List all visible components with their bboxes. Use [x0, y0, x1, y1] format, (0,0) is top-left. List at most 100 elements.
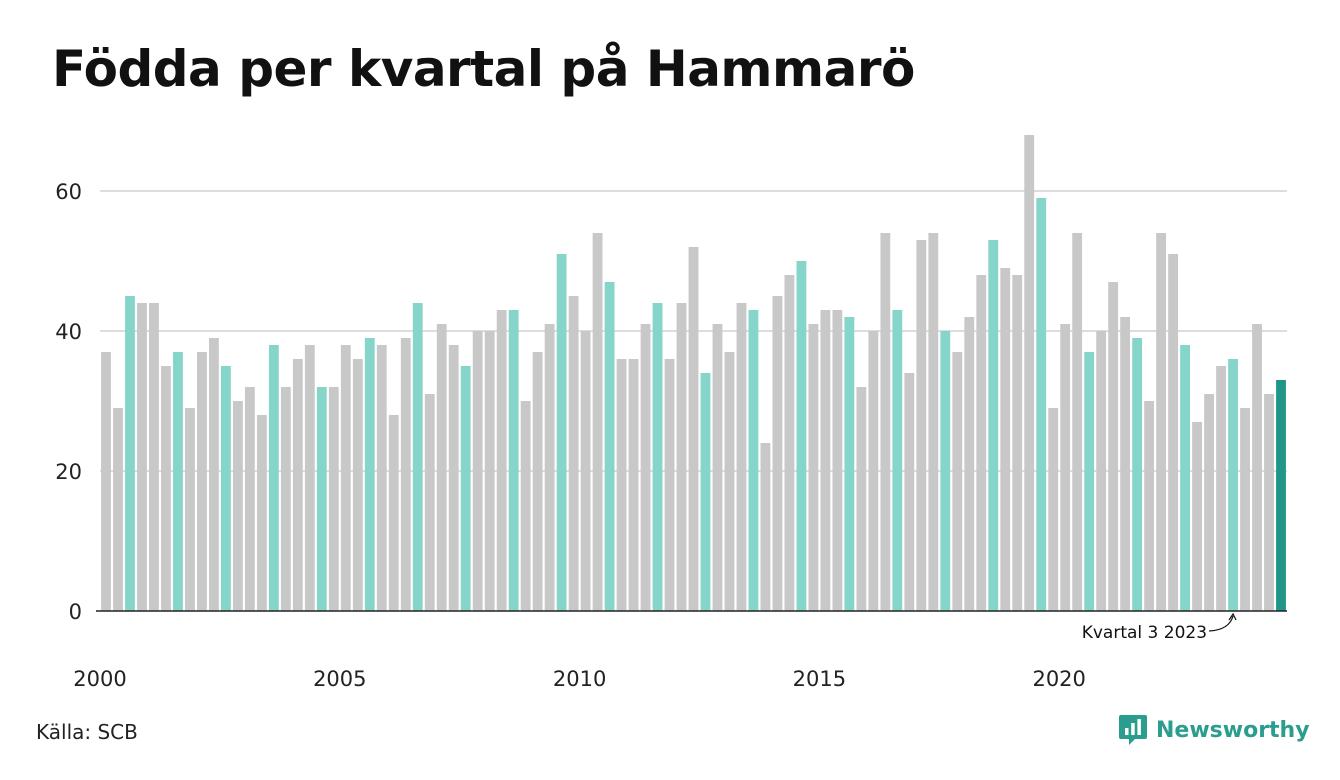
bar — [400, 338, 411, 611]
bar — [760, 443, 771, 611]
bar — [484, 331, 495, 611]
bar — [940, 331, 951, 611]
y-tick-label: 40 — [55, 320, 82, 344]
bar — [580, 331, 591, 611]
bar — [220, 366, 231, 611]
bar — [196, 352, 207, 611]
bar — [1168, 254, 1179, 611]
bar — [976, 275, 987, 611]
bar — [544, 324, 555, 611]
bar — [532, 352, 543, 611]
bar — [1096, 331, 1107, 611]
bar — [256, 415, 267, 611]
bar — [904, 373, 915, 611]
bar — [1156, 233, 1167, 611]
bar — [916, 240, 927, 611]
bar — [808, 324, 819, 611]
bar — [556, 254, 567, 611]
bar — [352, 359, 363, 611]
bar — [185, 408, 195, 611]
bar — [113, 408, 123, 611]
bar — [784, 275, 795, 611]
bar — [1132, 338, 1143, 611]
bar — [1264, 394, 1274, 611]
bar — [161, 366, 171, 611]
bar — [232, 401, 243, 611]
bar — [388, 415, 399, 611]
bar — [856, 387, 867, 611]
bar — [149, 303, 159, 611]
bar — [1204, 394, 1214, 611]
bar — [125, 296, 135, 611]
bar — [280, 387, 291, 611]
bar — [1144, 401, 1155, 611]
bar — [880, 233, 891, 611]
bar — [436, 324, 447, 611]
bar — [472, 331, 483, 611]
bar — [268, 345, 279, 611]
bar — [520, 401, 531, 611]
bar — [628, 359, 639, 611]
bar — [137, 303, 147, 611]
bar — [964, 317, 975, 611]
annotation-label: Kvartal 3 2023 — [1082, 623, 1207, 643]
bar — [928, 233, 939, 611]
bar — [1192, 422, 1202, 611]
bar — [820, 310, 831, 611]
annotation-arrowhead — [1228, 612, 1237, 621]
x-tick-label: 2020 — [1032, 667, 1085, 691]
bar — [988, 240, 999, 611]
x-tick-label: 2010 — [553, 667, 606, 691]
bar — [1108, 282, 1119, 611]
bar — [340, 345, 351, 611]
bar — [424, 394, 435, 611]
bar — [712, 324, 723, 611]
y-tick-label: 20 — [55, 460, 82, 484]
bar — [868, 331, 879, 611]
bar — [952, 352, 963, 611]
bar — [640, 324, 651, 611]
bar — [1228, 359, 1238, 611]
bar — [748, 310, 759, 611]
bar — [688, 247, 699, 611]
bar — [1084, 352, 1095, 611]
bar — [724, 352, 735, 611]
x-tick-label: 2000 — [73, 667, 126, 691]
bar — [508, 310, 519, 611]
bar — [844, 317, 855, 611]
bar — [376, 345, 387, 611]
bar — [1252, 324, 1262, 611]
bar — [1276, 380, 1286, 611]
bar — [304, 345, 315, 611]
bar — [173, 352, 183, 611]
bar — [1072, 233, 1083, 611]
bar — [592, 233, 603, 611]
bar — [700, 373, 711, 611]
bar — [448, 345, 459, 611]
bar — [796, 261, 807, 611]
annotation-arrow — [1209, 615, 1234, 632]
y-tick-label: 0 — [69, 600, 82, 624]
chart-title: Födda per kvartal på Hammarö — [52, 40, 915, 98]
bar — [1216, 366, 1226, 611]
brand-name: Newsworthy — [1156, 717, 1310, 743]
bar — [676, 303, 687, 611]
bar — [412, 303, 423, 611]
bar — [316, 387, 327, 611]
bar — [1060, 324, 1071, 611]
source-label: Källa: SCB — [36, 720, 138, 744]
bar — [892, 310, 903, 611]
bar — [364, 338, 375, 611]
brand-logo: Newsworthy — [1118, 714, 1310, 746]
bar — [616, 359, 627, 611]
bar — [208, 338, 219, 611]
bar — [652, 303, 663, 611]
bar — [772, 296, 783, 611]
newsworthy-logo-icon — [1119, 715, 1147, 745]
bar — [832, 310, 843, 611]
bar — [1240, 408, 1250, 611]
bar — [101, 352, 111, 611]
bar — [496, 310, 507, 611]
x-tick-label: 2015 — [793, 667, 846, 691]
bar — [460, 366, 471, 611]
